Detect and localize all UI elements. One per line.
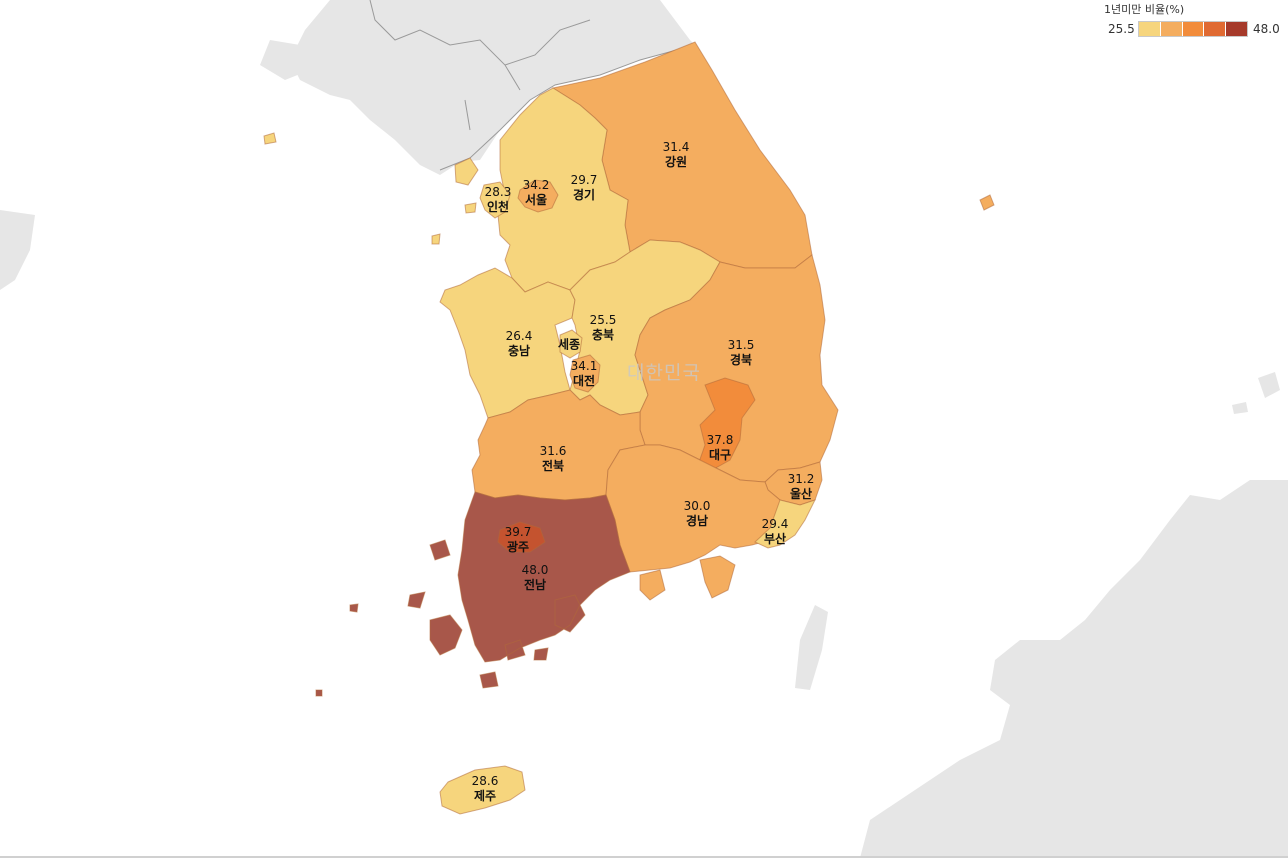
legend-swatch xyxy=(1226,22,1247,36)
label-gwangju: 39.7 광주 xyxy=(504,525,532,554)
region-seoul[interactable] xyxy=(517,179,559,213)
label-gyeonggi: 29.7 경기 xyxy=(570,173,598,202)
region-incheon[interactable] xyxy=(431,157,511,245)
label-daejeon: 34.1 대전 xyxy=(570,359,598,388)
legend-swatch xyxy=(1204,22,1227,36)
label-sejong: 세종 xyxy=(557,337,581,352)
legend-swatch xyxy=(1139,22,1161,36)
legend-swatch xyxy=(1182,22,1205,36)
label-incheon: 28.3 인천 xyxy=(484,185,512,214)
legend-max-label: 48.0 xyxy=(1253,22,1280,36)
legend-color-bar xyxy=(1138,21,1248,37)
label-gyeongnam: 30.0 경남 xyxy=(683,499,711,528)
country-watermark: 대한민국 xyxy=(627,362,701,384)
ulleungdo-island xyxy=(979,194,995,211)
label-jeju: 28.6 제주 xyxy=(471,774,499,803)
dmz-border-line xyxy=(439,44,696,171)
label-ulsan: 31.2 울산 xyxy=(787,472,815,501)
region-sejong[interactable] xyxy=(559,329,583,359)
region-busan[interactable] xyxy=(754,499,816,549)
japan-island2-land xyxy=(1232,402,1248,414)
japan-island-land xyxy=(1258,372,1280,398)
label-jeonbuk: 31.6 전북 xyxy=(539,444,567,473)
region-jeju[interactable] xyxy=(439,765,526,815)
legend-min-label: 25.5 xyxy=(1108,22,1135,36)
tsushima-land xyxy=(795,605,828,690)
china-coast-land xyxy=(0,210,35,290)
label-chungnam: 26.4 충남 xyxy=(505,329,533,358)
japan-land xyxy=(860,480,1288,858)
region-gwangju[interactable] xyxy=(497,521,546,553)
region-daejeon[interactable] xyxy=(569,354,601,393)
north-korea-land xyxy=(290,0,695,175)
label-gangwon: 31.4 강원 xyxy=(662,140,690,169)
legend-title: 1년미만 비율(%) xyxy=(1104,3,1185,16)
region-jeonnam[interactable] xyxy=(407,491,631,689)
region-gyeongnam[interactable] xyxy=(605,444,791,601)
label-busan: 29.4 부산 xyxy=(761,517,789,546)
label-seoul: 34.2 서울 xyxy=(522,178,550,207)
label-jeonnam: 48.0 전남 xyxy=(521,563,549,592)
small-island-sw xyxy=(315,689,323,697)
north-border-line xyxy=(369,0,591,131)
small-island-west xyxy=(349,603,359,613)
legend-swatch xyxy=(1160,22,1183,36)
label-gyeongbuk: 31.5 경북 xyxy=(727,338,755,367)
baengnyeong-island xyxy=(263,132,277,145)
region-daegu[interactable] xyxy=(697,377,756,471)
label-daegu: 37.8 대구 xyxy=(706,433,734,462)
regions xyxy=(263,41,995,815)
liaodong-land xyxy=(260,40,310,80)
bottom-divider xyxy=(0,856,1288,858)
label-chungbuk: 25.5 충북 xyxy=(589,313,617,342)
